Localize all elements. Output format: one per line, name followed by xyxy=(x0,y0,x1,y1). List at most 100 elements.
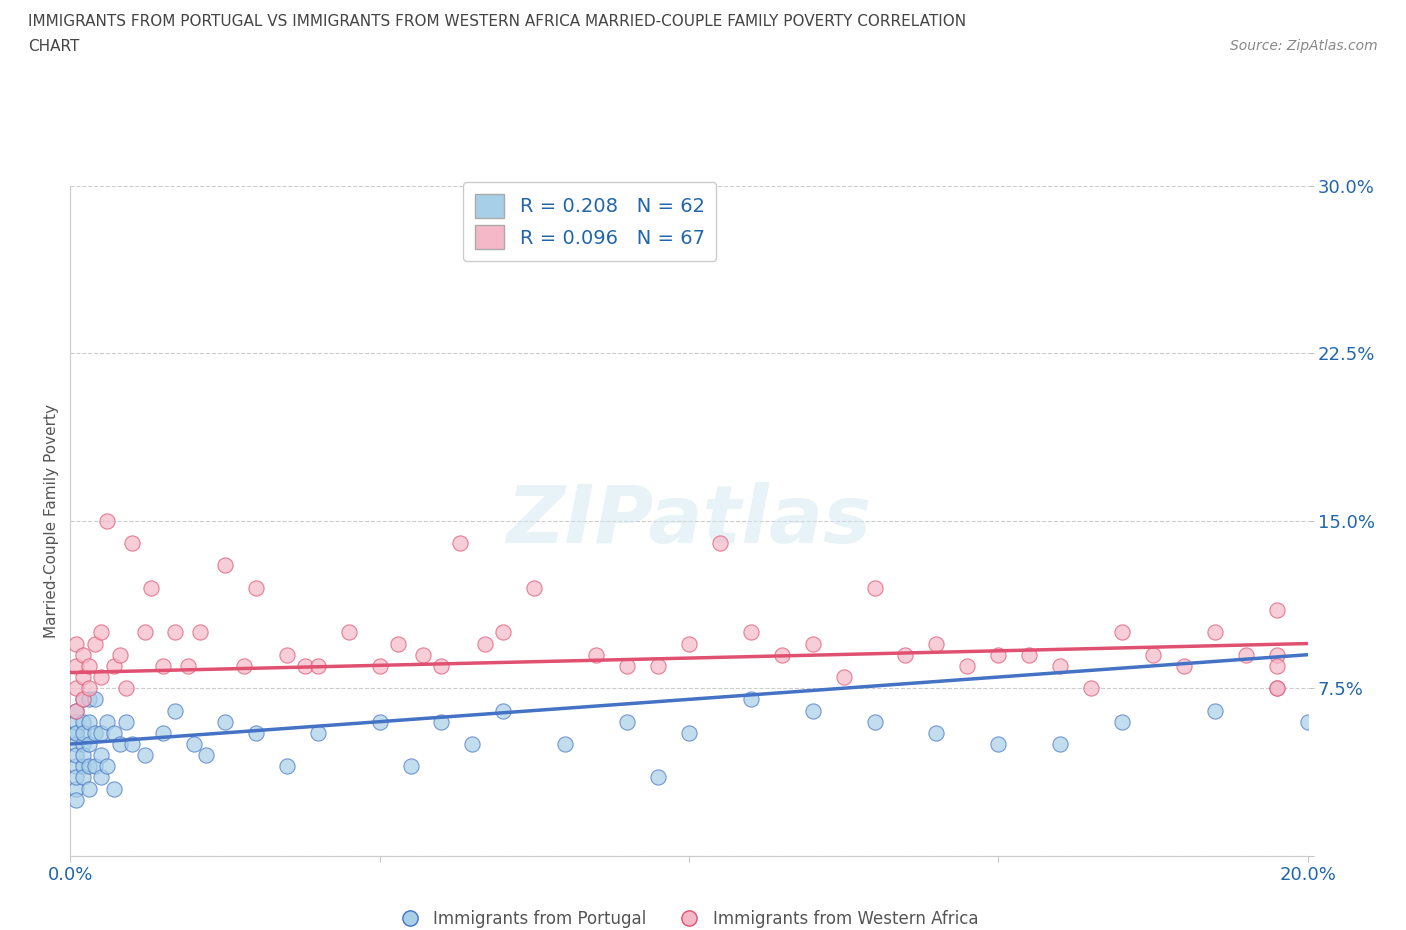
Point xyxy=(894,647,917,662)
Point xyxy=(90,770,112,785)
Point xyxy=(276,647,298,662)
Point xyxy=(103,781,125,796)
Legend: Immigrants from Portugal, Immigrants from Western Africa: Immigrants from Portugal, Immigrants fro… xyxy=(392,903,986,930)
Point xyxy=(1111,625,1133,640)
Point xyxy=(449,536,471,551)
Point xyxy=(1296,714,1319,729)
Point xyxy=(678,725,700,740)
Point xyxy=(72,748,94,763)
Point xyxy=(72,670,94,684)
Point xyxy=(368,714,391,729)
Point xyxy=(77,759,100,774)
Point xyxy=(1142,647,1164,662)
Point xyxy=(72,759,94,774)
Point xyxy=(461,737,484,751)
Point xyxy=(65,737,87,751)
Y-axis label: Married-Couple Family Poverty: Married-Couple Family Poverty xyxy=(44,404,59,638)
Point xyxy=(134,748,156,763)
Point xyxy=(307,725,329,740)
Point xyxy=(90,748,112,763)
Point xyxy=(387,636,409,651)
Point xyxy=(523,580,546,595)
Point xyxy=(801,703,824,718)
Point xyxy=(554,246,576,260)
Point xyxy=(121,737,143,751)
Point xyxy=(77,714,100,729)
Point xyxy=(72,692,94,707)
Text: IMMIGRANTS FROM PORTUGAL VS IMMIGRANTS FROM WESTERN AFRICA MARRIED-COUPLE FAMILY: IMMIGRANTS FROM PORTUGAL VS IMMIGRANTS F… xyxy=(28,14,966,29)
Point xyxy=(65,725,87,740)
Point xyxy=(65,636,87,651)
Point xyxy=(368,658,391,673)
Point xyxy=(740,692,762,707)
Point xyxy=(65,725,87,740)
Point xyxy=(801,636,824,651)
Point xyxy=(585,647,607,662)
Point xyxy=(245,580,267,595)
Point xyxy=(65,759,87,774)
Point xyxy=(1111,714,1133,729)
Point xyxy=(121,536,143,551)
Point xyxy=(863,580,886,595)
Text: ZIPatlas: ZIPatlas xyxy=(506,482,872,560)
Point xyxy=(72,737,94,751)
Point xyxy=(430,658,453,673)
Point xyxy=(72,725,94,740)
Point xyxy=(492,625,515,640)
Point xyxy=(925,725,948,740)
Text: Source: ZipAtlas.com: Source: ZipAtlas.com xyxy=(1230,39,1378,53)
Point xyxy=(77,681,100,696)
Point xyxy=(84,725,107,740)
Point xyxy=(96,513,118,528)
Point xyxy=(294,658,316,673)
Point xyxy=(832,670,855,684)
Point xyxy=(647,770,669,785)
Point xyxy=(412,647,434,662)
Point xyxy=(72,647,94,662)
Point xyxy=(232,658,254,673)
Point xyxy=(115,714,138,729)
Point xyxy=(177,658,200,673)
Point xyxy=(492,703,515,718)
Point xyxy=(245,725,267,740)
Point xyxy=(65,781,87,796)
Point xyxy=(65,714,87,729)
Point xyxy=(108,647,131,662)
Point xyxy=(1234,647,1257,662)
Point xyxy=(103,658,125,673)
Point xyxy=(165,625,187,640)
Point xyxy=(195,748,218,763)
Point xyxy=(165,703,187,718)
Point xyxy=(77,781,100,796)
Point xyxy=(987,737,1010,751)
Point xyxy=(84,636,107,651)
Point xyxy=(90,725,112,740)
Point xyxy=(152,725,174,740)
Point xyxy=(399,759,422,774)
Point xyxy=(84,692,107,707)
Point xyxy=(1265,658,1288,673)
Point xyxy=(925,636,948,651)
Point xyxy=(65,658,87,673)
Point xyxy=(103,725,125,740)
Point xyxy=(183,737,205,751)
Point xyxy=(1265,681,1288,696)
Point xyxy=(616,658,638,673)
Point xyxy=(214,714,236,729)
Point xyxy=(77,658,100,673)
Point xyxy=(1265,681,1288,696)
Point xyxy=(276,759,298,774)
Point xyxy=(474,636,496,651)
Point xyxy=(77,737,100,751)
Point xyxy=(115,681,138,696)
Point xyxy=(987,647,1010,662)
Point xyxy=(647,658,669,673)
Point xyxy=(72,714,94,729)
Point xyxy=(863,714,886,729)
Point xyxy=(77,692,100,707)
Point xyxy=(616,714,638,729)
Point xyxy=(90,670,112,684)
Point xyxy=(430,714,453,729)
Point xyxy=(65,770,87,785)
Point xyxy=(84,759,107,774)
